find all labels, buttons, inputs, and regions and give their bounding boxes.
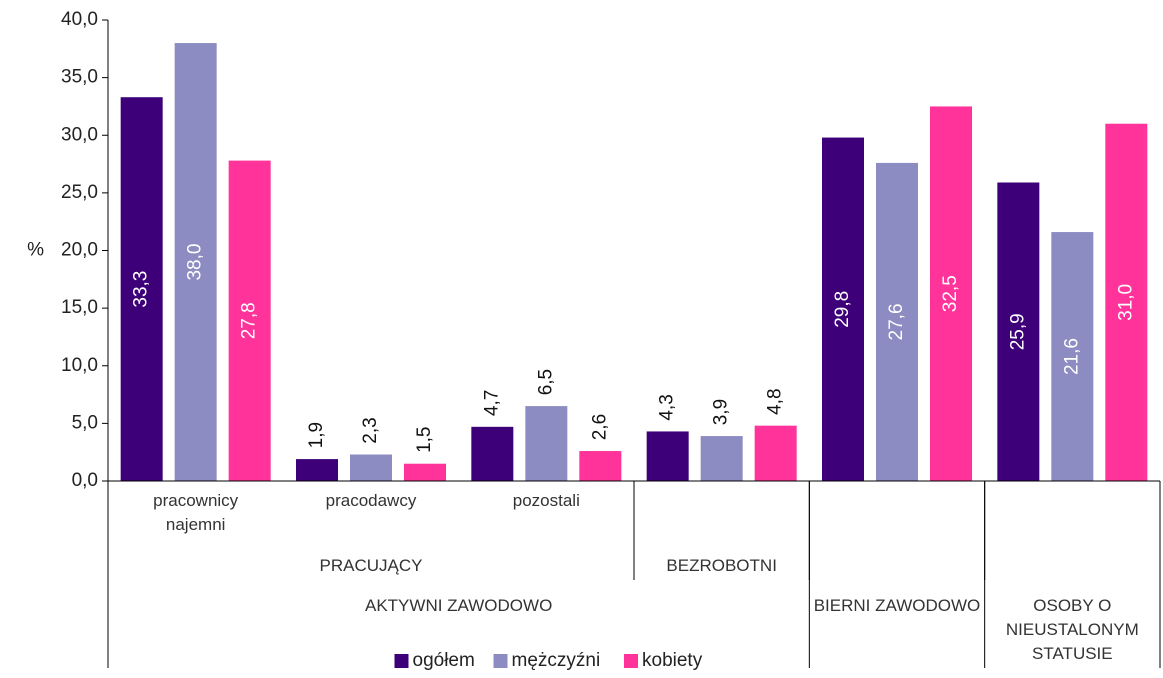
bar xyxy=(876,162,918,481)
data-label: 2,3 xyxy=(360,417,381,443)
y-tick-label: 25,0 xyxy=(61,182,98,203)
y-tick-label: 35,0 xyxy=(61,67,98,88)
bar xyxy=(930,106,972,481)
data-label: 29,8 xyxy=(832,291,853,328)
data-label: 2,6 xyxy=(589,414,610,440)
x-tick-label: pozostali xyxy=(512,491,580,510)
legend-label: mężczyźni xyxy=(512,650,601,671)
x-tick-label: pracownicy najemni xyxy=(153,491,239,534)
y-tick-label: 0,0 xyxy=(72,470,98,491)
legend-swatch xyxy=(493,654,508,668)
data-label: 25,9 xyxy=(1007,313,1028,350)
data-label: 4,3 xyxy=(657,394,678,420)
y-tick-label: 15,0 xyxy=(61,297,98,318)
bar xyxy=(120,97,163,481)
bar xyxy=(525,406,568,481)
data-label: 27,8 xyxy=(239,302,260,339)
category-supergroup-label: OSOBY O NIEUSTALONYM STATUSIE xyxy=(1005,596,1139,663)
bar xyxy=(754,425,797,481)
legend-swatch xyxy=(394,654,409,668)
data-label: 33,3 xyxy=(131,271,152,308)
data-label: 6,5 xyxy=(535,369,556,395)
data-label: 21,6 xyxy=(1061,338,1082,375)
category-supergroup-label: BIERNI ZAWODOWO xyxy=(813,596,981,615)
y-tick-label: 5,0 xyxy=(72,412,98,433)
category-group-label: BEZROBOTNI xyxy=(666,556,777,575)
data-label: 4,8 xyxy=(765,388,786,414)
category-group-label: PRACUJĄCY xyxy=(319,556,423,575)
bar xyxy=(1105,123,1148,481)
data-label: 31,0 xyxy=(1115,284,1136,321)
data-label: 32,5 xyxy=(940,275,961,312)
data-label: 27,6 xyxy=(886,303,907,340)
bar xyxy=(700,436,743,481)
x-tick-label: pracodawcy xyxy=(325,491,417,510)
bar xyxy=(296,459,338,481)
data-label: 4,7 xyxy=(481,390,502,416)
y-tick-label: 20,0 xyxy=(61,240,98,261)
bar xyxy=(579,451,622,481)
y-axis-label: % xyxy=(27,240,44,261)
legend-label: ogółem xyxy=(413,650,475,671)
category-supergroup-label: AKTYWNI ZAWODOWO xyxy=(365,596,553,615)
data-label: 1,9 xyxy=(306,422,327,448)
bar xyxy=(646,431,689,481)
y-tick-label: 30,0 xyxy=(61,124,98,145)
legend-label: kobiety xyxy=(642,650,703,671)
bar xyxy=(1051,232,1094,481)
y-tick-label: 40,0 xyxy=(61,9,98,30)
bar xyxy=(228,160,271,482)
bar xyxy=(997,182,1040,481)
bar xyxy=(174,43,217,482)
bar xyxy=(822,137,864,481)
bar xyxy=(350,454,392,481)
bar xyxy=(471,426,514,481)
data-label: 1,5 xyxy=(414,427,435,453)
bar xyxy=(404,463,446,481)
data-label: 38,0 xyxy=(185,244,206,281)
legend-swatch xyxy=(624,654,638,668)
data-label: 3,9 xyxy=(711,399,732,425)
y-tick-label: 10,0 xyxy=(61,355,98,376)
